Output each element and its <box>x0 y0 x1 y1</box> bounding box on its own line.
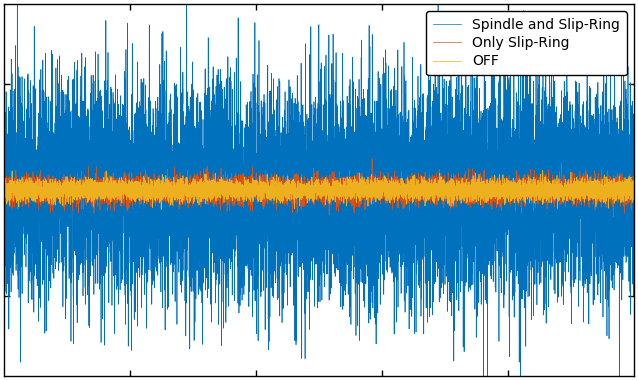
Spindle and Slip-Ring <box>597 166 604 170</box>
Spindle and Slip-Ring <box>3 226 11 231</box>
Spindle and Slip-Ring <box>308 154 316 158</box>
Only Slip-Ring <box>630 199 637 203</box>
Only Slip-Ring <box>3 187 11 192</box>
Only Slip-Ring <box>368 157 376 162</box>
Line: OFF: OFF <box>4 170 634 209</box>
Only Slip-Ring <box>308 179 316 183</box>
OFF <box>3 183 11 187</box>
OFF <box>26 193 34 197</box>
Only Slip-Ring <box>609 214 617 219</box>
Line: Spindle and Slip-Ring: Spindle and Slip-Ring <box>4 0 634 380</box>
Spindle and Slip-Ring <box>38 211 46 216</box>
Line: Only Slip-Ring: Only Slip-Ring <box>4 159 634 217</box>
Spindle and Slip-Ring <box>26 170 34 175</box>
OFF <box>1 186 8 190</box>
OFF <box>630 189 637 193</box>
Only Slip-Ring <box>38 186 46 190</box>
OFF <box>308 193 316 198</box>
Only Slip-Ring <box>597 195 604 200</box>
OFF <box>158 207 165 212</box>
OFF <box>539 168 547 173</box>
OFF <box>38 189 46 193</box>
Only Slip-Ring <box>1 192 8 197</box>
OFF <box>597 184 604 188</box>
Spindle and Slip-Ring <box>630 154 637 158</box>
Only Slip-Ring <box>26 188 34 192</box>
Only Slip-Ring <box>124 188 131 192</box>
OFF <box>124 188 131 193</box>
Legend: Spindle and Slip-Ring, Only Slip-Ring, OFF: Spindle and Slip-Ring, Only Slip-Ring, O… <box>426 11 627 75</box>
Spindle and Slip-Ring <box>124 191 131 195</box>
Spindle and Slip-Ring <box>1 162 8 166</box>
